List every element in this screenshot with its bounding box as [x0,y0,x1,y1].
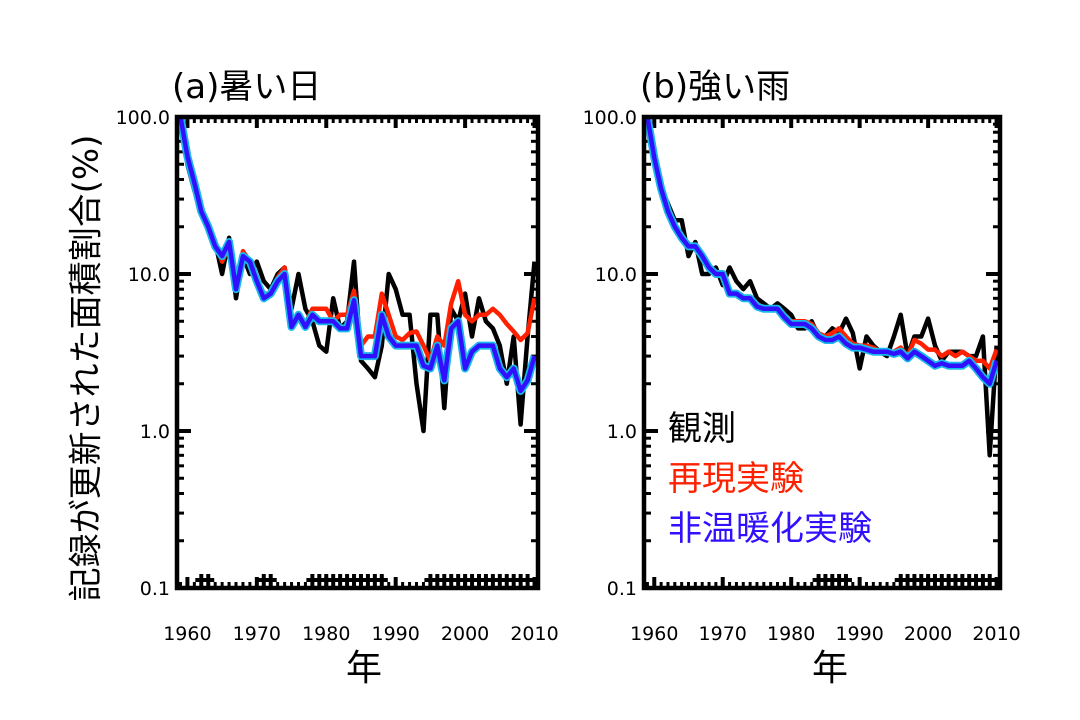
panel-a: (a)暑い日 0.1 1.0 10.0 100.0 1960 1970 1980 1990 20… [116,67,559,689]
y-tick-label: 1.0 [140,421,170,443]
y-tick-label: 0.1 [607,578,637,600]
legend-item-observation: 観測 [668,409,736,449]
panel-b-xlabel: 年 [812,648,848,689]
x-tick-label: 1980 [767,623,815,645]
y-tick-label: 100.0 [583,107,637,129]
series-line-0 [645,117,999,458]
x-tick-label: 1990 [835,623,883,645]
record-markers [812,574,996,586]
series-line-2 [178,117,537,394]
panel-a-plot: 0.1 1.0 10.0 100.0 1960 1970 1980 1990 2000 2010 [116,107,559,645]
x-tick-label: 1970 [699,623,747,645]
series-group [644,117,1000,458]
plot-frame [174,114,541,591]
x-tick-label: 2000 [904,623,952,645]
y-tick-label: 100.0 [116,107,170,129]
panel-a-xlabel: 年 [346,648,382,689]
y-axis-label: 記録が更新された面積割合(%) [67,135,107,602]
x-tick-label: 2010 [510,623,558,645]
y-tick-label: 10.0 [595,264,637,286]
panel-b: (b)強い雨 0.1 1.0 10.0 100.0 1960 1970 1980 1990 20… [583,67,1021,689]
y-tick-label: 0.1 [140,578,170,600]
x-tick-label: 1980 [302,623,350,645]
y-tick-label: 1.0 [607,421,637,443]
panel-a-title: (a)暑い日 [172,67,321,107]
legend-item-no-warming: 非温暖化実験 [668,509,872,549]
series-line-1 [645,117,999,371]
x-tick-label: 2000 [441,623,489,645]
panel-b-title: (b)強い雨 [640,67,790,107]
record-markers [195,574,534,586]
x-tick-label: 1990 [372,623,420,645]
x-tick-label: 1960 [630,623,678,645]
legend-item-reproduction: 再現実験 [668,459,804,499]
series-no-warming-spread [177,117,538,395]
legend: 観測 再現実験 非温暖化実験 [668,409,872,549]
x-tick-label: 1960 [163,623,211,645]
x-tick-label: 1970 [233,623,281,645]
panel-b-plot: 0.1 1.0 10.0 100.0 1960 1970 1980 1990 2000 2010 [583,107,1021,645]
series-group [177,117,538,434]
x-tick-label: 2010 [972,623,1020,645]
y-tick-label: 10.0 [128,264,170,286]
series-line-2 [645,117,999,386]
plot-frame [641,114,1003,591]
